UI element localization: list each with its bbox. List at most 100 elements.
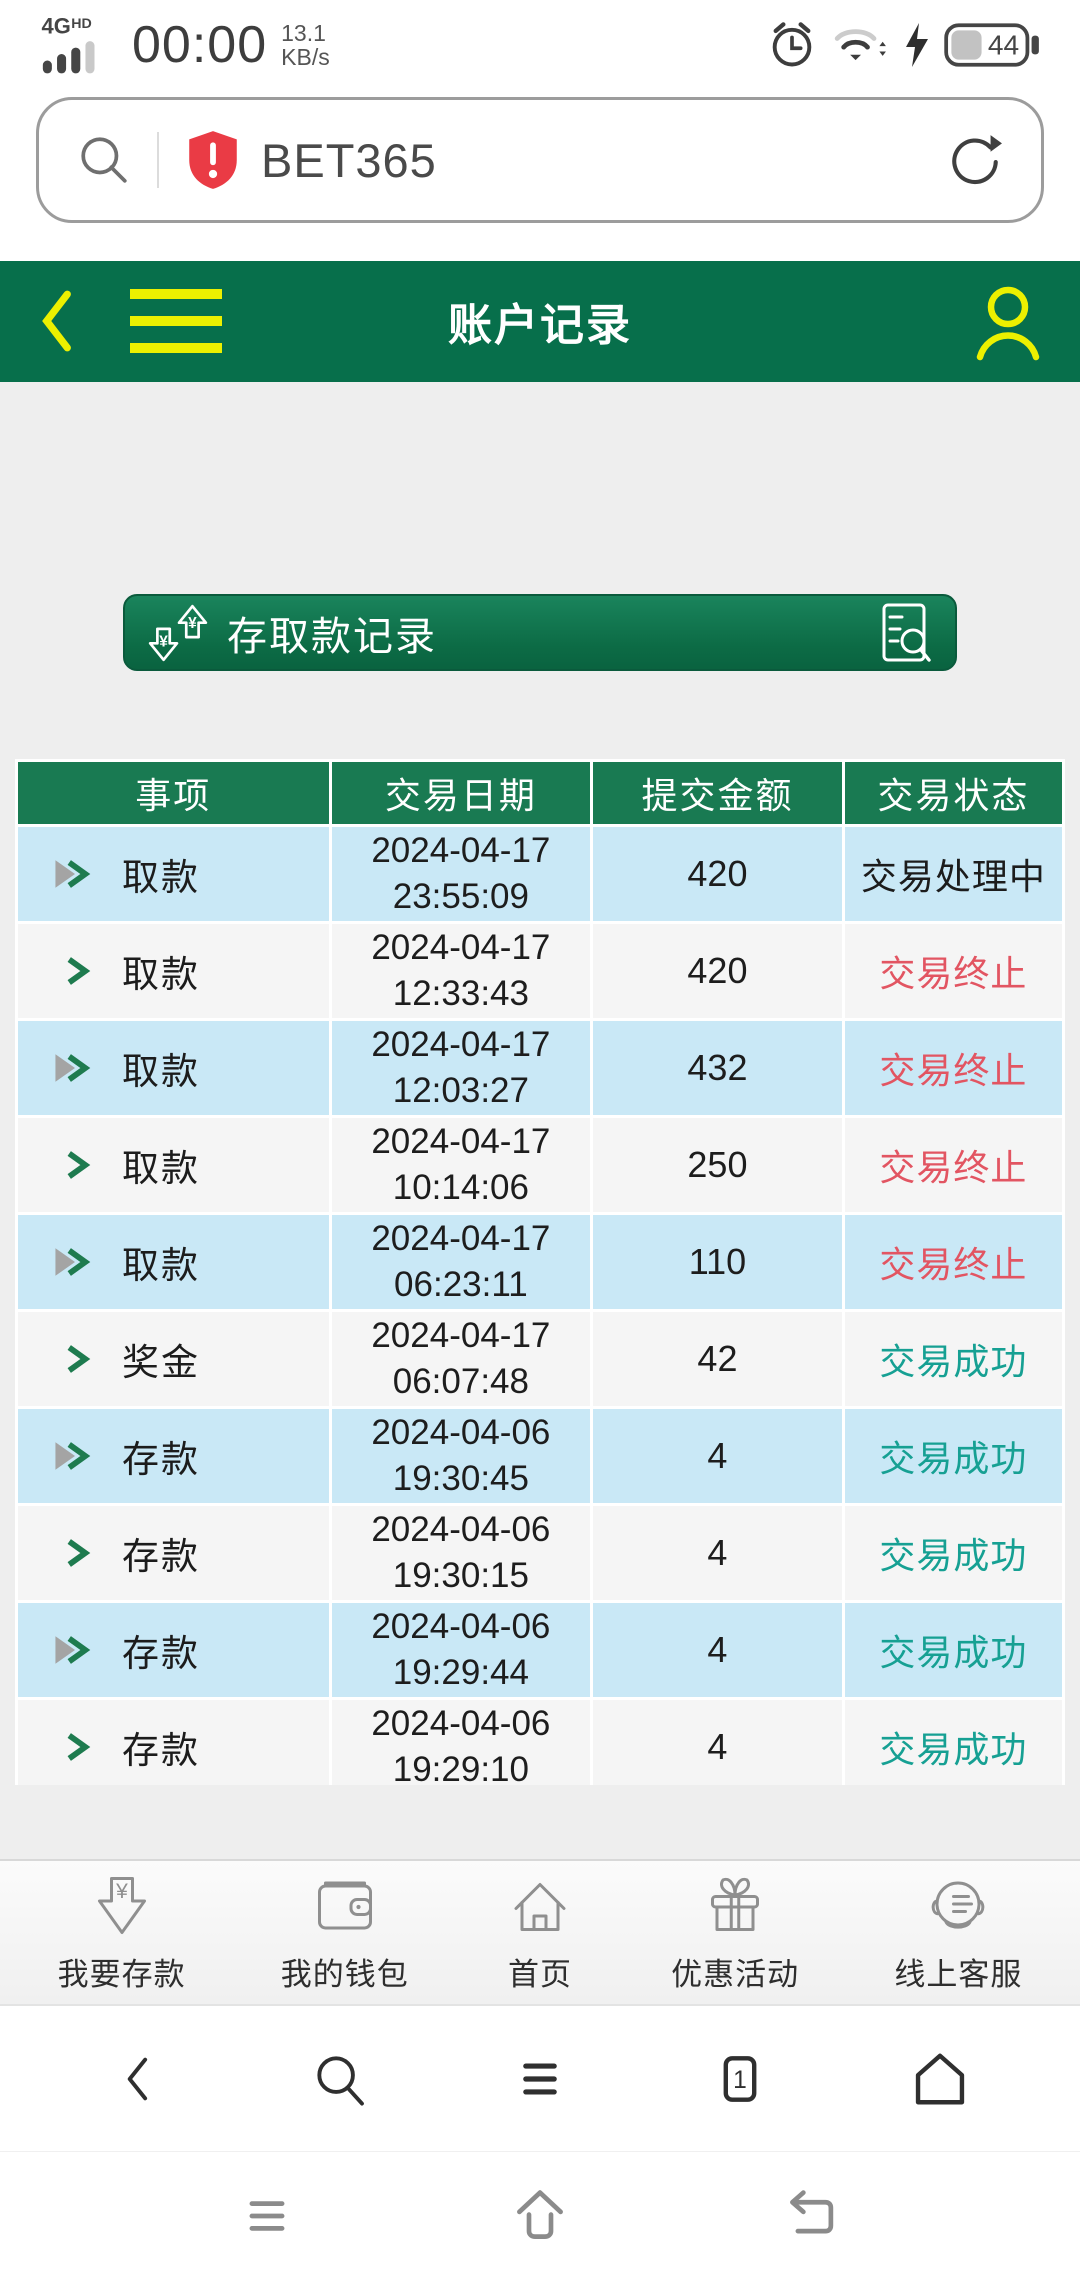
row-item-cell: 存款 (18, 1506, 329, 1600)
table-row[interactable]: 取款 2024-04-17 06:23:11 110 交易终止 (18, 1215, 1062, 1309)
row-time: 12:03:27 (392, 1071, 529, 1110)
back-icon[interactable] (780, 2183, 846, 2249)
row-expand-arrow-icon (55, 1636, 91, 1664)
row-status: 交易处理中 (844, 827, 1062, 921)
row-item-label: 存款 (122, 1633, 200, 1674)
row-amount: 250 (593, 1118, 842, 1212)
table-row[interactable]: 奖金 2024-04-17 06:07:48 42 交易成功 (18, 1312, 1062, 1406)
table-row[interactable]: 存款 2024-04-06 19:29:10 4 交易成功 (18, 1700, 1062, 1785)
divider (157, 132, 159, 189)
search-records-icon[interactable] (877, 601, 935, 665)
row-date-cell: 2024-04-17 06:23:11 (331, 1215, 591, 1309)
row-expand-arrow-icon (55, 1054, 91, 1082)
row-date-cell: 2024-04-17 06:07:48 (331, 1312, 591, 1406)
url-text[interactable]: BET365 (261, 133, 437, 187)
column-header: 交易日期 (331, 762, 591, 824)
network-speed: 13.1 KB/s (281, 19, 330, 70)
row-date: 2024-04-17 (371, 1121, 551, 1161)
row-status: 交易终止 (844, 924, 1062, 1018)
banner-title: 存取款记录 (227, 614, 437, 659)
search-icon[interactable] (309, 2048, 371, 2110)
refresh-icon[interactable] (947, 132, 1003, 188)
svg-text:¥: ¥ (115, 1880, 128, 1903)
row-status: 交易成功 (844, 1603, 1062, 1697)
table-row[interactable]: 取款 2024-04-17 12:03:27 432 交易终止 (18, 1021, 1062, 1115)
user-icon[interactable] (972, 281, 1044, 361)
menu-icon[interactable] (130, 289, 222, 354)
row-item-label: 取款 (122, 1051, 200, 1092)
search-icon[interactable] (77, 133, 131, 187)
row-date: 2024-04-06 (371, 1703, 551, 1743)
recents-icon[interactable] (234, 2183, 300, 2249)
page-title: 账户记录 (448, 301, 632, 351)
row-item-cell: 取款 (18, 924, 329, 1018)
row-expand-arrow-icon (67, 957, 91, 985)
row-date-cell: 2024-04-17 23:55:09 (331, 827, 591, 921)
row-amount: 42 (593, 1312, 842, 1406)
table-row[interactable]: 取款 2024-04-17 10:14:06 250 交易终止 (18, 1118, 1062, 1212)
alarm-icon (772, 21, 812, 67)
table-row[interactable]: 存款 2024-04-06 19:30:15 4 交易成功 (18, 1506, 1062, 1600)
svg-text:HD: HD (71, 16, 92, 32)
row-time: 06:07:48 (392, 1362, 529, 1401)
row-status: 交易成功 (844, 1312, 1062, 1406)
table-row[interactable]: 存款 2024-04-06 19:29:44 4 交易成功 (18, 1603, 1062, 1697)
tabs-icon[interactable]: 1 (709, 2048, 771, 2110)
row-date-cell: 2024-04-06 19:29:10 (331, 1700, 591, 1785)
back-chevron-icon[interactable] (36, 288, 78, 354)
table-row[interactable]: 存款 2024-04-06 19:30:45 4 交易成功 (18, 1409, 1062, 1503)
row-amount: 420 (593, 827, 842, 921)
row-item-label: 奖金 (122, 1342, 200, 1383)
row-expand-arrow-icon (55, 1442, 91, 1470)
nav-label: 线上客服 (894, 1957, 1023, 1992)
signal-icon: 4G HD (40, 14, 118, 76)
row-status: 交易成功 (844, 1506, 1062, 1600)
row-item-cell: 取款 (18, 1021, 329, 1115)
nav-item-support[interactable]: 线上客服 (894, 1871, 1022, 1994)
status-bar: 4G HD 00:00 13.1 KB/s (0, 0, 1080, 90)
records-table: 事项 交易日期 提交金额 交易状态 取款 2024-04-17 23:55:09… (15, 759, 1065, 1785)
nav-item-deposit[interactable]: ¥ 我要存款 (58, 1871, 186, 1994)
row-date-cell: 2024-04-17 12:03:27 (331, 1021, 591, 1115)
row-date: 2024-04-17 (371, 1218, 551, 1258)
row-time: 06:23:11 (394, 1265, 528, 1304)
row-item-cell: 存款 (18, 1409, 329, 1503)
row-time: 19:30:15 (392, 1556, 529, 1595)
nav-item-home[interactable]: 首页 (504, 1871, 576, 1994)
row-amount: 4 (593, 1603, 842, 1697)
nav-item-wallet[interactable]: 我的钱包 (281, 1871, 409, 1994)
home-icon[interactable] (507, 2183, 573, 2249)
nav-label: 我要存款 (57, 1957, 186, 1992)
browser-top: BET365 (0, 89, 1080, 261)
row-time: 10:14:06 (392, 1168, 529, 1207)
row-date-cell: 2024-04-06 19:29:44 (331, 1603, 591, 1697)
row-amount: 4 (593, 1700, 842, 1785)
row-status: 交易成功 (844, 1700, 1062, 1785)
nav-item-promotions[interactable]: 优惠活动 (671, 1871, 799, 1994)
table-row[interactable]: 取款 2024-04-17 12:33:43 420 交易终止 (18, 924, 1062, 1018)
table-row[interactable]: 取款 2024-04-17 23:55:09 420 交易处理中 (18, 827, 1062, 921)
row-item-cell: 取款 (18, 1215, 329, 1309)
row-date-cell: 2024-04-17 12:33:43 (331, 924, 591, 1018)
wifi-icon (834, 28, 886, 60)
row-date: 2024-04-06 (371, 1606, 551, 1646)
browser-nav: 1 (0, 2004, 1080, 2151)
row-item-cell: 存款 (18, 1603, 329, 1697)
main-content: ¥ ¥ 存取款记录 事项 交易日期 提交金额 交易状态 (0, 382, 1080, 1859)
row-date-cell: 2024-04-06 19:30:15 (331, 1506, 591, 1600)
row-time: 23:55:09 (392, 877, 529, 916)
customer-service-icon (932, 1881, 985, 1929)
gift-icon (711, 1877, 760, 1931)
network-type: 4G (42, 14, 71, 38)
address-bar[interactable]: BET365 (36, 97, 1044, 224)
home-icon[interactable] (909, 2048, 971, 2110)
row-item-cell: 存款 (18, 1700, 329, 1785)
back-icon[interactable] (109, 2048, 171, 2110)
row-item-label: 存款 (122, 1439, 200, 1480)
row-date: 2024-04-06 (371, 1412, 551, 1452)
app-header: 账户记录 (0, 260, 1080, 382)
nav-label: 我的钱包 (280, 1957, 409, 1992)
transfer-yen-icon: ¥ ¥ (148, 604, 208, 661)
row-expand-arrow-icon (67, 1151, 91, 1179)
menu-icon[interactable] (509, 2048, 571, 2110)
